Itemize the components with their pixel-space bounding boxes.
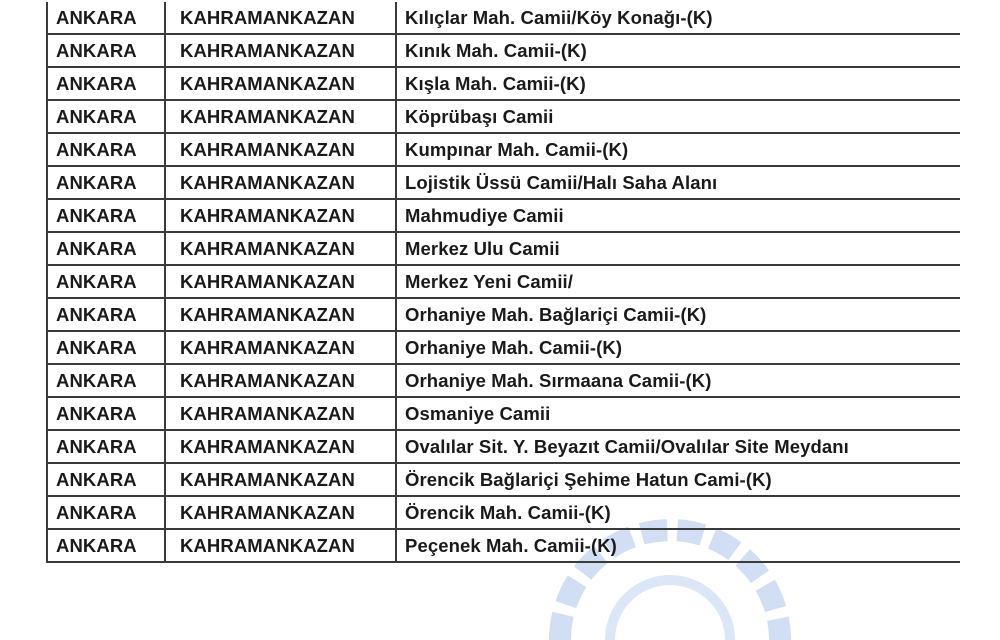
table-row: ANKARA KAHRAMANKAZAN Ovalılar Sit. Y. Beya… <box>46 430 960 464</box>
table-row: ANKARA KAHRAMANKAZAN Kılıçlar Mah. Camii/K… <box>46 2 960 35</box>
place-cell: Mahmudiye Camii <box>395 199 960 233</box>
place-cell: Kışla Mah. Camii-(K) <box>395 67 960 101</box>
place-cell: Örencik Mah. Camii-(K) <box>395 496 960 530</box>
table-row: ANKARA KAHRAMANKAZAN Örencik Bağlariçi Şeh… <box>46 463 960 497</box>
city-cell: ANKARA <box>46 529 165 563</box>
place-cell: Ovalılar Sit. Y. Beyazıt Camii/Ovalılar … <box>395 430 960 464</box>
place-cell: Köprübaşı Camii <box>395 100 960 134</box>
district-cell: KAHRAMANKAZAN <box>164 364 396 398</box>
district-cell: KAHRAMANKAZAN <box>164 463 396 497</box>
table-row: ANKARA KAHRAMANKAZAN Örencik Mah. Camii-(K… <box>46 496 960 530</box>
place-cell: Lojistik Üssü Camii/Halı Saha Alanı <box>395 166 960 200</box>
place-cell: Merkez Yeni Camii/ <box>395 265 960 299</box>
city-cell: ANKARA <box>46 364 165 398</box>
city-cell: ANKARA <box>46 397 165 431</box>
district-cell: KAHRAMANKAZAN <box>164 430 396 464</box>
district-cell: KAHRAMANKAZAN <box>164 265 396 299</box>
place-cell: Merkez Ulu Camii <box>395 232 960 266</box>
table-row: ANKARA KAHRAMANKAZAN Kışla Mah. Camii-(K) <box>46 67 960 101</box>
district-cell: KAHRAMANKAZAN <box>164 232 396 266</box>
mosque-list-table: ANKARA KAHRAMANKAZAN Kılıçlar Mah. Camii/K… <box>46 2 960 563</box>
city-cell: ANKARA <box>46 67 165 101</box>
district-cell: KAHRAMANKAZAN <box>164 199 396 233</box>
table-row: ANKARA KAHRAMANKAZAN Köprübaşı Camii <box>46 100 960 134</box>
table-row: ANKARA KAHRAMANKAZAN Orhaniye Mah. Camii-(… <box>46 331 960 365</box>
district-cell: KAHRAMANKAZAN <box>164 2 396 35</box>
table-row: ANKARA KAHRAMANKAZAN Peçenek Mah. Camii-(K… <box>46 529 960 563</box>
place-cell: Kınık Mah. Camii-(K) <box>395 34 960 68</box>
city-cell: ANKARA <box>46 100 165 134</box>
district-cell: KAHRAMANKAZAN <box>164 397 396 431</box>
table-row: ANKARA KAHRAMANKAZAN Merkez Yeni Camii/ <box>46 265 960 299</box>
table-row: ANKARA KAHRAMANKAZAN Lojistik Üssü Camii/H… <box>46 166 960 200</box>
place-cell: Orhaniye Mah. Camii-(K) <box>395 331 960 365</box>
city-cell: ANKARA <box>46 265 165 299</box>
place-cell: Osmaniye Camii <box>395 397 960 431</box>
table-row: ANKARA KAHRAMANKAZAN Osmaniye Camii <box>46 397 960 431</box>
city-cell: ANKARA <box>46 199 165 233</box>
table-row: ANKARA KAHRAMANKAZAN Kınık Mah. Camii-(K) <box>46 34 960 68</box>
place-cell: Orhaniye Mah. Bağlariçi Camii-(K) <box>395 298 960 332</box>
district-cell: KAHRAMANKAZAN <box>164 496 396 530</box>
city-cell: ANKARA <box>46 331 165 365</box>
place-cell: Kılıçlar Mah. Camii/Köy Konağı-(K) <box>395 2 960 35</box>
table-row: ANKARA KAHRAMANKAZAN Orhaniye Mah. Bağlari… <box>46 298 960 332</box>
city-cell: ANKARA <box>46 166 165 200</box>
place-cell: Örencik Bağlariçi Şehime Hatun Cami-(K) <box>395 463 960 497</box>
table-row: ANKARA KAHRAMANKAZAN Merkez Ulu Camii <box>46 232 960 266</box>
city-cell: ANKARA <box>46 232 165 266</box>
city-cell: ANKARA <box>46 463 165 497</box>
city-cell: ANKARA <box>46 298 165 332</box>
district-cell: KAHRAMANKAZAN <box>164 67 396 101</box>
city-cell: ANKARA <box>46 2 165 35</box>
place-cell: Peçenek Mah. Camii-(K) <box>395 529 960 563</box>
place-cell: Kumpınar Mah. Camii-(K) <box>395 133 960 167</box>
district-cell: KAHRAMANKAZAN <box>164 331 396 365</box>
table-row: ANKARA KAHRAMANKAZAN Mahmudiye Camii <box>46 199 960 233</box>
table-row: ANKARA KAHRAMANKAZAN Kumpınar Mah. Camii-(… <box>46 133 960 167</box>
table-row: ANKARA KAHRAMANKAZAN Orhaniye Mah. Sırmaan… <box>46 364 960 398</box>
city-cell: ANKARA <box>46 133 165 167</box>
district-cell: KAHRAMANKAZAN <box>164 100 396 134</box>
place-cell: Orhaniye Mah. Sırmaana Camii-(K) <box>395 364 960 398</box>
district-cell: KAHRAMANKAZAN <box>164 166 396 200</box>
district-cell: KAHRAMANKAZAN <box>164 133 396 167</box>
city-cell: ANKARA <box>46 496 165 530</box>
city-cell: ANKARA <box>46 430 165 464</box>
district-cell: KAHRAMANKAZAN <box>164 34 396 68</box>
district-cell: KAHRAMANKAZAN <box>164 529 396 563</box>
district-cell: KAHRAMANKAZAN <box>164 298 396 332</box>
city-cell: ANKARA <box>46 34 165 68</box>
